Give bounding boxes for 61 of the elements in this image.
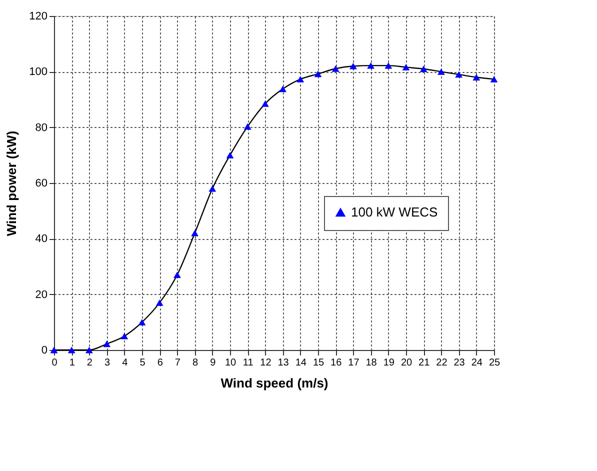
point: [472, 74, 480, 80]
x-tick-label: 9: [210, 358, 216, 368]
point: [455, 71, 463, 78]
x-tick-label: 24: [471, 358, 483, 368]
x-tick-label: 10: [224, 358, 236, 368]
y-tick-label: 60: [35, 178, 48, 190]
point: [173, 272, 181, 278]
y-tick-label: 120: [29, 10, 48, 22]
x-tick-label: 22: [436, 358, 448, 368]
point: [103, 340, 111, 348]
x-tick-label: 16: [330, 358, 342, 368]
y-tick-label: 20: [35, 288, 48, 301]
x-tick-label: 19: [383, 358, 395, 368]
point: [402, 64, 410, 70]
point: [191, 230, 199, 236]
x-tick-label: 2: [86, 358, 93, 368]
point: [384, 62, 392, 69]
y-tick-label: 80: [35, 122, 48, 134]
x-tick-label: 5: [140, 358, 146, 368]
y-tick-label: 40: [35, 233, 48, 246]
point: [420, 66, 428, 72]
x-tick-label: 6: [157, 358, 164, 368]
legend-label: 100 kW WECS: [351, 204, 438, 220]
point: [208, 185, 216, 192]
x-tick-label: 7: [174, 358, 181, 368]
x-tick-label: 23: [454, 358, 466, 368]
x-tick-label: 18: [366, 358, 378, 368]
y-tick-label: 0: [41, 344, 48, 356]
x-tick-label: 21: [418, 358, 430, 368]
x-tick-label: 4: [122, 358, 128, 368]
point: [296, 76, 304, 82]
x-axis-title: Wind speed (m/s): [220, 376, 328, 390]
point: [156, 299, 164, 306]
y-tick-label: 100: [29, 66, 48, 78]
x-tick-label: 17: [348, 358, 360, 368]
x-tick-label: 12: [260, 358, 272, 368]
point: [367, 62, 375, 69]
y-axis-title: Wind power (kW): [4, 130, 20, 236]
x-tick-label: 20: [400, 358, 412, 368]
point: [332, 65, 340, 72]
x-tick-label: 13: [278, 358, 290, 368]
x-tick-label: 15: [312, 358, 324, 368]
x-tick-label: 11: [242, 358, 254, 368]
point: [120, 332, 128, 340]
point: [244, 123, 252, 130]
x-tick-label: 0: [52, 358, 58, 368]
point: [349, 62, 357, 70]
x-tick-label: 3: [104, 358, 111, 368]
point: [226, 152, 234, 158]
x-tick-label: 1: [69, 358, 76, 368]
x-tick-label: 8: [192, 358, 199, 368]
point: [314, 70, 322, 78]
point: [68, 346, 76, 354]
point: [85, 346, 93, 354]
x-tick-label: 14: [295, 358, 307, 368]
point: [490, 76, 498, 82]
point: [279, 86, 287, 92]
point: [138, 318, 146, 326]
point: [437, 68, 445, 75]
x-tick-label: 25: [488, 358, 500, 368]
point: [261, 100, 269, 107]
